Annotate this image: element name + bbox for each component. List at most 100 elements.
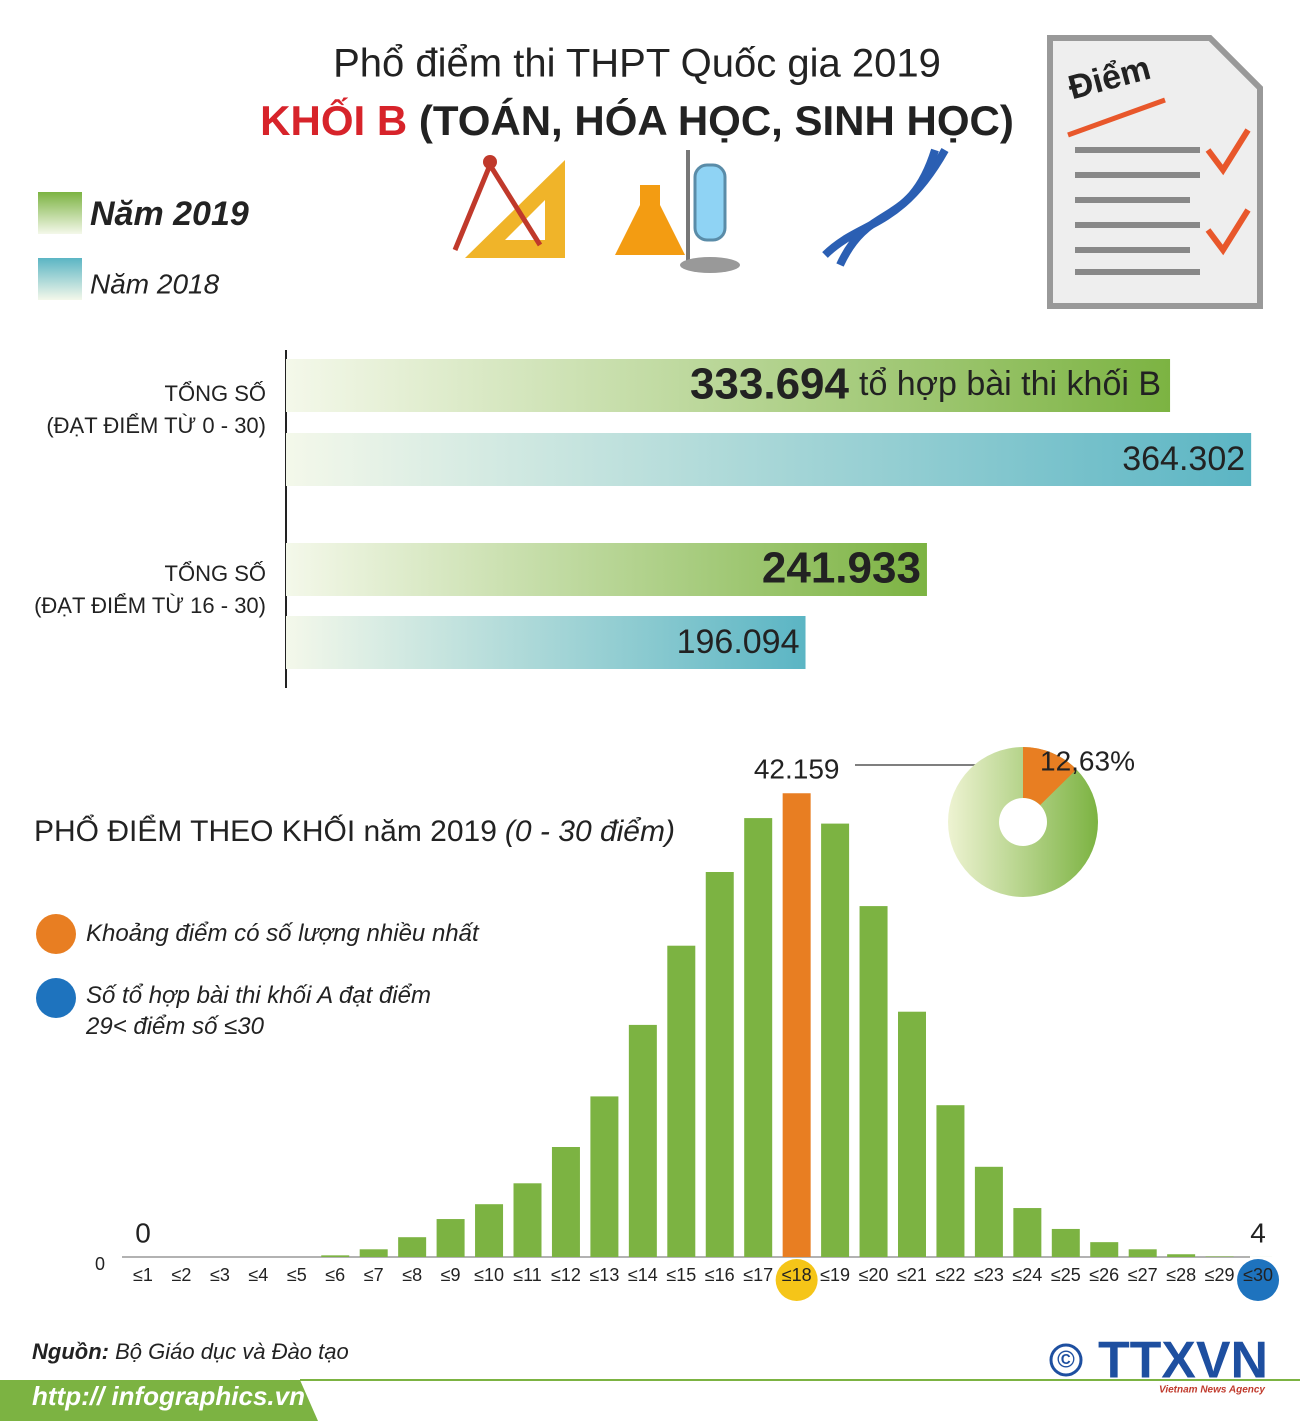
x-tick-label: ≤22 xyxy=(935,1265,965,1285)
x-tick-label: ≤5 xyxy=(287,1265,307,1285)
x-tick-label: ≤7 xyxy=(364,1265,384,1285)
x-tick-label: ≤9 xyxy=(441,1265,461,1285)
x-tick-label: ≤21 xyxy=(897,1265,927,1285)
category-label: TỔNG SỐ (ĐẠT ĐIỂM TỪ 0 - 30) xyxy=(46,381,266,438)
x-tick-label: ≤13 xyxy=(589,1265,619,1285)
bar xyxy=(1013,1208,1042,1257)
chart2-title: PHỔ ĐIỂM THEO KHỐI năm 2019 xyxy=(34,814,497,848)
x-tick-label: ≤24 xyxy=(1012,1265,1042,1285)
dna-icon xyxy=(822,148,949,267)
bar xyxy=(1128,1249,1157,1257)
source-name: Bộ Giáo dục và Đào tạo xyxy=(115,1339,349,1364)
bar xyxy=(936,1105,965,1257)
x-tick-label: ≤4 xyxy=(248,1265,268,1285)
legend-dot xyxy=(36,914,76,954)
legend-label: Năm 2019 xyxy=(90,195,249,233)
copyright-circle xyxy=(1049,1343,1083,1377)
x-tick-label: ≤27 xyxy=(1128,1265,1158,1285)
value-label: 241.933 xyxy=(762,544,921,593)
category-label: TỔNG SỐ (ĐẠT ĐIỂM TỪ 16 - 30) xyxy=(34,561,266,618)
title: Phổ điểm thi THPT Quốc gia 2019 xyxy=(333,42,941,86)
copyright: © xyxy=(1057,1346,1075,1373)
x-tick-label: ≤14 xyxy=(628,1265,658,1285)
tick-highlight xyxy=(775,1259,818,1301)
bar xyxy=(1051,1228,1080,1257)
logo-sub: Vietnam News Agency xyxy=(1159,1385,1265,1396)
x-tick-label: ≤15 xyxy=(666,1265,696,1285)
value-label: 364.302 xyxy=(1122,440,1245,478)
x-tick-label: ≤18 xyxy=(782,1265,812,1285)
bar xyxy=(475,1204,504,1257)
value-label: 196.094 xyxy=(677,623,800,661)
value-label: 42.159 xyxy=(754,754,840,785)
y-tick-label: 0 xyxy=(95,1254,105,1274)
chart2-subtitle: (0 - 30 điểm) xyxy=(505,815,675,848)
subtitle: KHỐI B (TOÁN, HÓA HỌC, SINH HỌC) xyxy=(260,96,1014,144)
bar xyxy=(628,1024,657,1257)
legend-dot xyxy=(36,978,76,1018)
bar xyxy=(1205,1256,1234,1257)
bar xyxy=(859,906,888,1257)
x-tick-label: ≤30 xyxy=(1243,1265,1273,1285)
bar xyxy=(551,1147,580,1257)
x-tick-label: ≤6 xyxy=(325,1265,345,1285)
x-tick-label: ≤8 xyxy=(402,1265,422,1285)
bar xyxy=(1167,1254,1196,1257)
x-tick-label: ≤19 xyxy=(820,1265,850,1285)
bar xyxy=(513,1183,542,1257)
x-tick-label: ≤17 xyxy=(743,1265,773,1285)
compass-icon xyxy=(452,155,565,258)
value-label: 0 xyxy=(135,1217,151,1248)
x-tick-label: ≤28 xyxy=(1166,1265,1196,1285)
flask-icon xyxy=(615,150,740,273)
bar xyxy=(705,872,734,1257)
x-tick-label: ≤29 xyxy=(1205,1265,1235,1285)
bar xyxy=(286,543,927,596)
pie-slice xyxy=(1023,747,1077,806)
subjects: (TOÁN, HÓA HỌC, SINH HỌC) xyxy=(419,96,1014,144)
x-tick-label: ≤20 xyxy=(859,1265,889,1285)
bar xyxy=(782,793,811,1257)
bar xyxy=(359,1249,388,1257)
source: Nguồn: Bộ Giáo dục và Đào tạo xyxy=(32,1339,349,1364)
x-tick-label: ≤2 xyxy=(172,1265,192,1285)
x-tick-label: ≤26 xyxy=(1089,1265,1119,1285)
bar xyxy=(590,1096,619,1257)
annotation: tổ hợp bài thi khối B xyxy=(859,365,1161,403)
value-label: 333.694 xyxy=(690,360,850,409)
x-tick-label: ≤1 xyxy=(133,1265,153,1285)
x-tick-label: ≤25 xyxy=(1051,1265,1081,1285)
source-label: Nguồn: xyxy=(32,1339,109,1364)
document-icon: Điểm xyxy=(1047,35,1263,309)
logo: TTXVN xyxy=(1098,1332,1268,1390)
legend-label: Năm 2018 xyxy=(90,268,220,299)
x-tick-label: ≤23 xyxy=(974,1265,1004,1285)
pie-hole xyxy=(999,798,1047,846)
x-tick-label: ≤10 xyxy=(474,1265,504,1285)
bar xyxy=(667,945,696,1257)
block: KHỐI B xyxy=(260,96,407,144)
legend-label: Số tổ hợp bài thi khối A đạt điểm 29< đi… xyxy=(86,982,431,1040)
value-label: 4 xyxy=(1250,1217,1266,1248)
bar xyxy=(321,1255,350,1257)
x-tick-label: ≤11 xyxy=(513,1265,542,1285)
footer-band xyxy=(0,1380,318,1421)
bar xyxy=(286,616,806,669)
pie-label: 12,63% xyxy=(1040,745,1135,776)
x-tick-label: ≤3 xyxy=(210,1265,230,1285)
bar xyxy=(898,1011,926,1257)
bar xyxy=(1090,1242,1119,1257)
legend-swatch xyxy=(38,258,82,300)
url: http:// infographics.vn xyxy=(32,1381,305,1411)
legend-label: Khoảng điểm có số lượng nhiều nhất xyxy=(86,920,479,947)
bar xyxy=(398,1237,427,1257)
bar xyxy=(286,433,1252,486)
bar xyxy=(286,359,1171,412)
bar xyxy=(974,1166,1003,1257)
x-tick-label: ≤12 xyxy=(551,1265,581,1285)
bar xyxy=(744,818,773,1257)
tick-highlight xyxy=(1237,1259,1280,1301)
x-tick-label: ≤16 xyxy=(705,1265,735,1285)
bar xyxy=(821,823,850,1257)
